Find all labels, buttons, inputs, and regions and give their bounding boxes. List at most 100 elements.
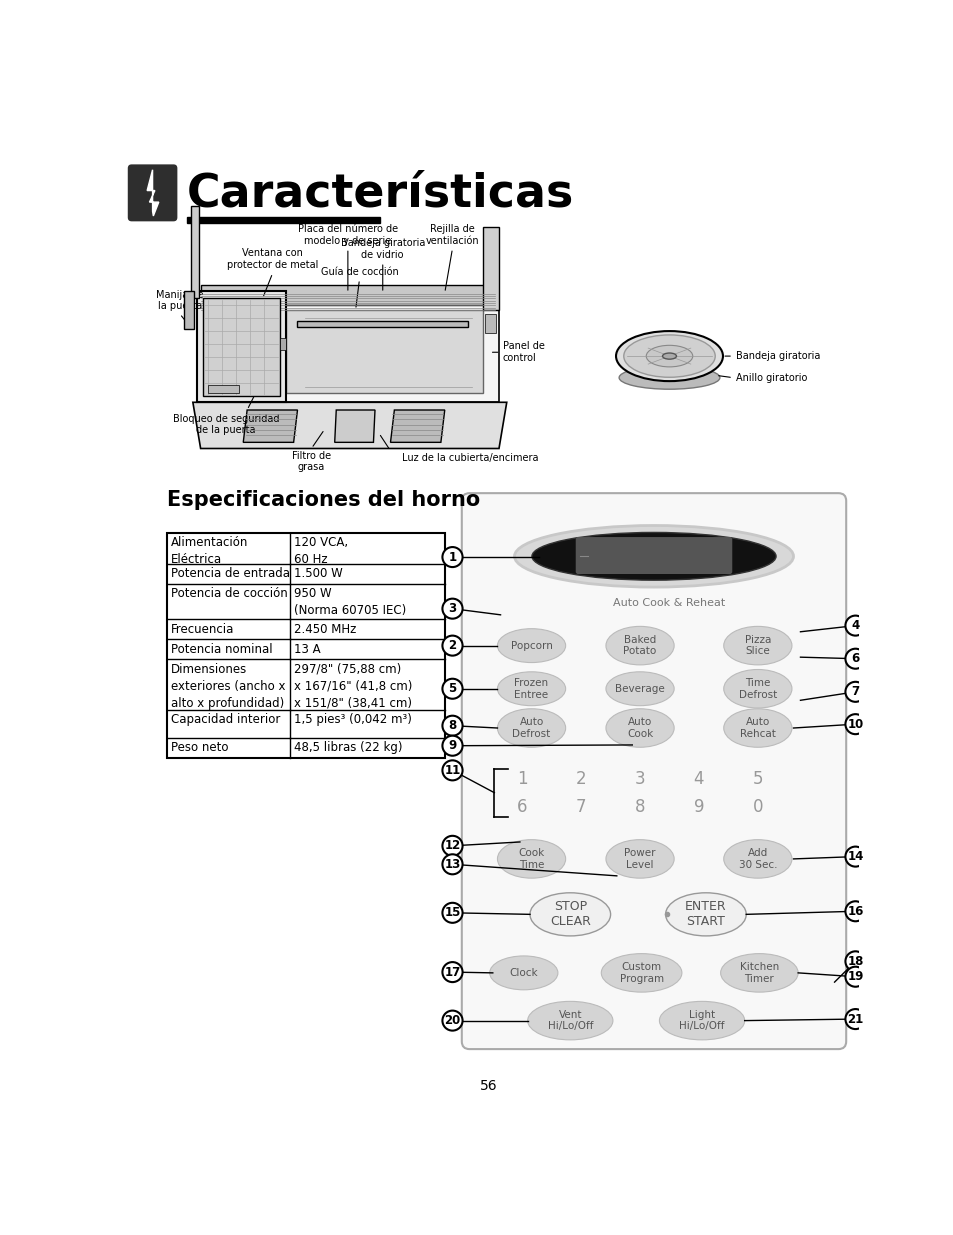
Circle shape (442, 547, 462, 567)
Bar (200, 285, 495, 305)
Circle shape (844, 1009, 864, 1029)
Ellipse shape (623, 335, 715, 377)
Text: 5: 5 (752, 769, 762, 788)
Text: 1,5 pies³ (0,042 m³): 1,5 pies³ (0,042 m³) (294, 714, 411, 726)
Ellipse shape (605, 709, 674, 747)
Text: 8: 8 (634, 798, 644, 816)
Text: Guía de cocción: Guía de cocción (320, 267, 398, 277)
Polygon shape (243, 410, 297, 442)
Text: Especificaciones del horno: Especificaciones del horno (167, 490, 480, 510)
Ellipse shape (600, 953, 681, 992)
Ellipse shape (497, 840, 565, 878)
Text: 16: 16 (846, 905, 862, 918)
Text: 15: 15 (444, 906, 460, 919)
Text: 12: 12 (444, 840, 460, 852)
Text: Bloqueo de seguridad
de la puerta: Bloqueo de seguridad de la puerta (172, 414, 279, 436)
Ellipse shape (723, 709, 791, 747)
Polygon shape (203, 299, 279, 396)
Text: ENTER
START: ENTER START (684, 900, 726, 929)
Text: Potencia de cocción: Potencia de cocción (171, 587, 288, 600)
Ellipse shape (723, 669, 791, 708)
Text: Rejilla de
ventilación: Rejilla de ventilación (425, 225, 478, 246)
Text: Frecuencia: Frecuencia (171, 622, 234, 636)
Text: 4: 4 (693, 769, 703, 788)
Text: Panel de
control: Panel de control (502, 341, 544, 363)
Bar (279, 338, 286, 350)
Text: Potencia de entrada: Potencia de entrada (171, 567, 290, 580)
Bar (208, 385, 239, 393)
FancyBboxPatch shape (461, 493, 845, 1049)
Circle shape (844, 682, 864, 701)
Ellipse shape (489, 956, 558, 989)
Text: STOP
CLEAR: STOP CLEAR (549, 900, 590, 929)
Ellipse shape (723, 626, 791, 664)
Ellipse shape (605, 672, 674, 705)
Bar (484, 314, 496, 333)
Circle shape (844, 902, 864, 921)
Text: 297/8" (75,88 cm)
x 167/16" (41,8 cm)
x 151/8" (38,41 cm): 297/8" (75,88 cm) x 167/16" (41,8 cm) x … (294, 662, 412, 710)
Text: Beverage: Beverage (615, 684, 664, 694)
Ellipse shape (514, 526, 793, 587)
Ellipse shape (618, 366, 720, 389)
Text: 3: 3 (634, 769, 644, 788)
FancyBboxPatch shape (128, 164, 177, 221)
Text: 120 VCA,
60 Hz: 120 VCA, 60 Hz (294, 536, 348, 567)
Text: 4: 4 (850, 619, 859, 632)
Text: Light
Hi/Lo/Off: Light Hi/Lo/Off (679, 1010, 724, 1031)
Text: Características: Características (187, 172, 574, 216)
Ellipse shape (605, 626, 674, 664)
Circle shape (442, 1010, 462, 1031)
Text: Anillo giratorio: Anillo giratorio (736, 373, 806, 383)
Text: Power
Level: Power Level (623, 848, 655, 869)
Circle shape (442, 716, 462, 736)
Text: Baked
Potato: Baked Potato (622, 635, 656, 657)
Text: Manija de
la puerta: Manija de la puerta (155, 290, 203, 311)
Polygon shape (193, 403, 506, 448)
Text: 18: 18 (846, 955, 862, 968)
Circle shape (844, 615, 864, 636)
Text: 0: 0 (752, 798, 762, 816)
Text: Dimensiones
exteriores (ancho x
alto x profundidad): Dimensiones exteriores (ancho x alto x p… (171, 662, 285, 710)
Text: 14: 14 (846, 850, 862, 863)
Text: Kitchen
Timer: Kitchen Timer (739, 962, 779, 983)
Circle shape (844, 714, 864, 734)
Text: 7: 7 (576, 798, 586, 816)
Bar (187, 216, 380, 222)
Text: 5: 5 (448, 682, 456, 695)
Text: 6: 6 (517, 798, 527, 816)
Text: Luz de la cubierta/encimera: Luz de la cubierta/encimera (402, 453, 538, 463)
Text: Filtro de
grasa: Filtro de grasa (292, 451, 331, 473)
Text: 20: 20 (444, 1014, 460, 1028)
Ellipse shape (616, 331, 722, 382)
Text: Auto Cook & Reheat: Auto Cook & Reheat (613, 598, 725, 608)
Circle shape (442, 599, 462, 619)
Text: 56: 56 (479, 1079, 497, 1093)
Text: Vent
Hi/Lo/Off: Vent Hi/Lo/Off (547, 1010, 593, 1031)
Ellipse shape (530, 893, 610, 936)
Ellipse shape (645, 346, 692, 367)
Bar (192, 206, 199, 299)
Circle shape (844, 967, 864, 987)
Text: 7: 7 (850, 685, 859, 698)
Text: Bandeja giratoria
de vidrio: Bandeja giratoria de vidrio (340, 238, 424, 259)
FancyBboxPatch shape (575, 537, 732, 574)
Text: 11: 11 (444, 764, 460, 777)
Circle shape (442, 736, 462, 756)
Ellipse shape (527, 1002, 612, 1040)
Text: Capacidad interior: Capacidad interior (171, 714, 280, 726)
Ellipse shape (605, 840, 674, 878)
Text: 950 W
(Norma 60705 IEC): 950 W (Norma 60705 IEC) (294, 587, 405, 618)
Text: 17: 17 (444, 966, 460, 978)
Circle shape (442, 636, 462, 656)
Ellipse shape (723, 840, 791, 878)
Circle shape (442, 761, 462, 781)
Polygon shape (196, 290, 286, 403)
Text: Placa del número de
modelo y de serie: Placa del número de modelo y de serie (297, 225, 397, 246)
Polygon shape (196, 290, 498, 403)
Text: Custom
Program: Custom Program (618, 962, 663, 983)
Text: 9: 9 (448, 740, 456, 752)
Text: 1: 1 (517, 769, 527, 788)
Text: 13: 13 (444, 858, 460, 871)
Text: 1: 1 (448, 551, 456, 563)
Circle shape (442, 962, 462, 982)
